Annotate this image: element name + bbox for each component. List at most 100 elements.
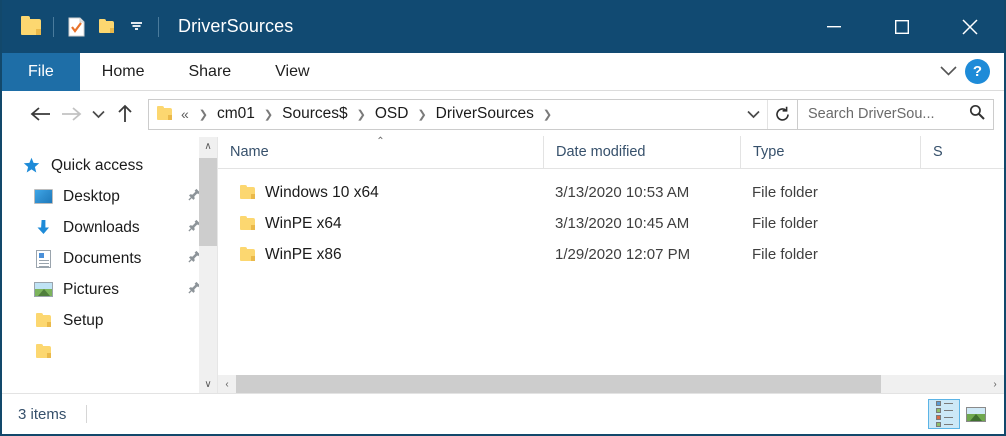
- breadcrumb-bar[interactable]: « ❯ cm01 ❯ Sources$ ❯ OSD ❯ DriverSource…: [148, 98, 798, 130]
- expand-ribbon-chevron-icon[interactable]: [940, 63, 957, 81]
- refresh-icon[interactable]: [767, 99, 797, 129]
- file-name: Windows 10 x64: [265, 183, 379, 201]
- scroll-up-arrow-icon[interactable]: ∧: [204, 140, 212, 152]
- breadcrumb-sep[interactable]: ❯: [198, 108, 209, 121]
- explorer-body: Quick access Desktop Downloads: [2, 136, 1004, 393]
- navigation-scrollbar[interactable]: ∧ ∨: [199, 137, 217, 393]
- sidebar-item-label: Quick access: [51, 156, 144, 174]
- column-header-date-modified[interactable]: Date modified: [543, 136, 740, 168]
- pin-icon[interactable]: [188, 188, 201, 206]
- customize-chevron-icon[interactable]: [121, 12, 151, 42]
- file-name: WinPE x64: [265, 214, 342, 232]
- scroll-left-arrow-icon[interactable]: ‹: [225, 378, 229, 390]
- sidebar-item-label: Documents: [63, 249, 142, 267]
- breadcrumb-sep[interactable]: ❯: [356, 108, 366, 121]
- title-divider: [158, 16, 159, 37]
- column-header-size[interactable]: S: [920, 136, 1004, 168]
- search-icon[interactable]: [969, 104, 985, 125]
- close-button[interactable]: [936, 0, 1004, 53]
- large-icons-view-icon: [966, 406, 986, 422]
- sort-ascending-icon: ⌃: [376, 136, 385, 147]
- scroll-thumb[interactable]: [199, 158, 217, 246]
- maximize-button[interactable]: [868, 0, 936, 53]
- table-row[interactable]: Windows 10 x64 3/13/2020 10:53 AM File f…: [218, 177, 1004, 208]
- column-headers: ⌃ Name Date modified Type S: [218, 136, 1004, 169]
- sidebar-item-setup[interactable]: Setup: [2, 305, 217, 336]
- recent-locations-chevron-icon[interactable]: [86, 99, 110, 129]
- folder-icon: [32, 312, 54, 330]
- star-icon: [20, 157, 42, 175]
- ribbon-tab-bar: File Home Share View ?: [2, 53, 1004, 91]
- file-type-cell: File folder: [752, 215, 818, 232]
- toolbar-divider: [53, 16, 54, 37]
- new-folder-icon[interactable]: [91, 12, 121, 42]
- details-view-button[interactable]: [928, 399, 960, 429]
- breadcrumb-sep[interactable]: ❯: [417, 108, 427, 121]
- scroll-thumb[interactable]: [236, 375, 881, 393]
- window-title: DriverSources: [178, 16, 294, 36]
- up-button[interactable]: [110, 99, 140, 129]
- breadcrumb-item-osd[interactable]: OSD: [374, 105, 409, 122]
- search-input[interactable]: [808, 106, 969, 122]
- breadcrumb-item-sources[interactable]: Sources$: [282, 105, 348, 122]
- file-date-cell: 3/13/2020 10:53 AM: [555, 184, 690, 201]
- sidebar-item-quick-access[interactable]: Quick access: [2, 150, 217, 181]
- pin-icon[interactable]: [188, 281, 201, 299]
- tab-home[interactable]: Home: [101, 63, 145, 80]
- column-label: Date modified: [556, 144, 646, 160]
- file-name: WinPE x86: [265, 245, 342, 263]
- status-divider: [86, 405, 88, 423]
- file-name-cell[interactable]: WinPE x86: [218, 246, 543, 264]
- sidebar-item-partial[interactable]: [2, 336, 217, 367]
- tab-share[interactable]: Share: [188, 63, 232, 80]
- sidebar-item-pictures[interactable]: Pictures: [2, 274, 217, 305]
- search-box[interactable]: [798, 98, 994, 130]
- table-row[interactable]: WinPE x64 3/13/2020 10:45 AM File folder: [218, 208, 1004, 239]
- quick-access-toolbar: [16, 12, 166, 42]
- pin-icon[interactable]: [188, 219, 201, 237]
- help-icon[interactable]: ?: [965, 59, 990, 84]
- title-bar: DriverSources: [2, 0, 1004, 53]
- breadcrumb-sep[interactable]: ❯: [542, 108, 553, 121]
- forward-button[interactable]: [56, 99, 86, 129]
- breadcrumb: « ❯ cm01 ❯ Sources$ ❯ OSD ❯ DriverSource…: [176, 105, 739, 123]
- sidebar-item-desktop[interactable]: Desktop: [2, 181, 217, 212]
- scroll-down-arrow-icon[interactable]: ∨: [204, 378, 212, 390]
- folder-icon[interactable]: [16, 12, 46, 42]
- table-row[interactable]: WinPE x86 1/29/2020 12:07 PM File folder: [218, 239, 1004, 270]
- file-name-cell[interactable]: Windows 10 x64: [218, 184, 543, 202]
- document-icon: [32, 249, 54, 268]
- sidebar-item-documents[interactable]: Documents: [2, 243, 217, 274]
- file-rows: Windows 10 x64 3/13/2020 10:53 AM File f…: [218, 169, 1004, 375]
- monitor-icon: [32, 188, 54, 206]
- tab-file[interactable]: File: [2, 53, 80, 91]
- scroll-right-arrow-icon[interactable]: ›: [993, 378, 997, 390]
- address-dropdown-chevron-icon[interactable]: [739, 100, 767, 129]
- column-header-type[interactable]: Type: [740, 136, 920, 168]
- breadcrumb-item-cm01[interactable]: cm01: [217, 105, 255, 122]
- view-mode-buttons: [928, 399, 1004, 429]
- minimize-button[interactable]: [800, 0, 868, 53]
- sidebar-item-downloads[interactable]: Downloads: [2, 212, 217, 243]
- breadcrumb-item-driversources[interactable]: DriverSources: [435, 105, 534, 122]
- back-button[interactable]: [26, 99, 56, 129]
- file-type-cell: File folder: [752, 246, 818, 263]
- breadcrumb-sep[interactable]: ❯: [263, 108, 274, 121]
- tab-view[interactable]: View: [275, 63, 310, 80]
- scroll-track[interactable]: [236, 375, 986, 393]
- file-name-cell[interactable]: WinPE x64: [218, 215, 543, 233]
- folder-icon: [240, 184, 255, 199]
- sidebar-item-label: Desktop: [63, 187, 120, 205]
- column-header-name[interactable]: ⌃ Name: [218, 136, 543, 168]
- file-date-cell: 3/13/2020 10:45 AM: [555, 215, 690, 232]
- address-folder-icon: [157, 106, 172, 120]
- pin-icon[interactable]: [188, 250, 201, 268]
- breadcrumb-overflow[interactable]: «: [181, 106, 189, 122]
- details-view-icon: [935, 401, 953, 427]
- scroll-track[interactable]: [199, 155, 217, 375]
- large-icons-view-button[interactable]: [960, 399, 992, 429]
- sidebar-item-label: Setup: [63, 311, 104, 329]
- properties-icon[interactable]: [61, 12, 91, 42]
- horizontal-scrollbar[interactable]: ‹ ›: [218, 375, 1004, 393]
